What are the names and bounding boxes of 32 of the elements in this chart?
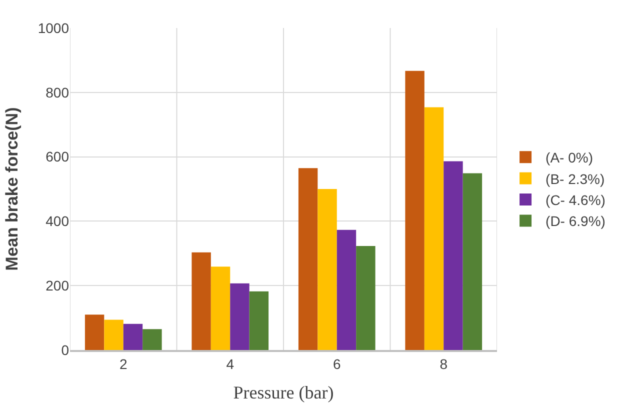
bar (104, 320, 124, 350)
y-tick-label: 600 (46, 148, 70, 165)
x-tick-label: 8 (440, 356, 448, 372)
bar (123, 324, 143, 350)
bar (249, 291, 269, 350)
bar (84, 314, 104, 350)
y-tick-label: 400 (46, 213, 70, 230)
y-tick-label: 200 (46, 278, 70, 294)
bar (230, 283, 250, 350)
bar (298, 168, 318, 350)
x-tick-label: 2 (119, 356, 128, 372)
y-tick-label: 800 (46, 84, 70, 100)
x-tick-label: 4 (226, 356, 234, 372)
legend-label: (C- 4.6%) (546, 192, 606, 208)
x-tick-label: 6 (332, 356, 341, 372)
bar (462, 173, 482, 350)
y-tick-label: 1000 (38, 20, 70, 36)
bar (318, 189, 337, 350)
bar (210, 266, 230, 350)
bar (142, 329, 162, 350)
legend-label: (D- 6.9%) (546, 213, 606, 230)
y-axis-title: Mean brake force(N) (2, 107, 22, 271)
x-axis-title: Pressure (bar) (233, 382, 334, 402)
bar (444, 161, 463, 350)
bar (424, 107, 444, 350)
bar (192, 252, 211, 350)
y-tick-label: 0 (61, 342, 70, 358)
legend-label: (B- 2.3%) (546, 170, 605, 187)
bar (405, 70, 424, 350)
bar (356, 246, 376, 350)
bar (336, 230, 356, 350)
legend-label: (A- 0%) (546, 150, 593, 166)
